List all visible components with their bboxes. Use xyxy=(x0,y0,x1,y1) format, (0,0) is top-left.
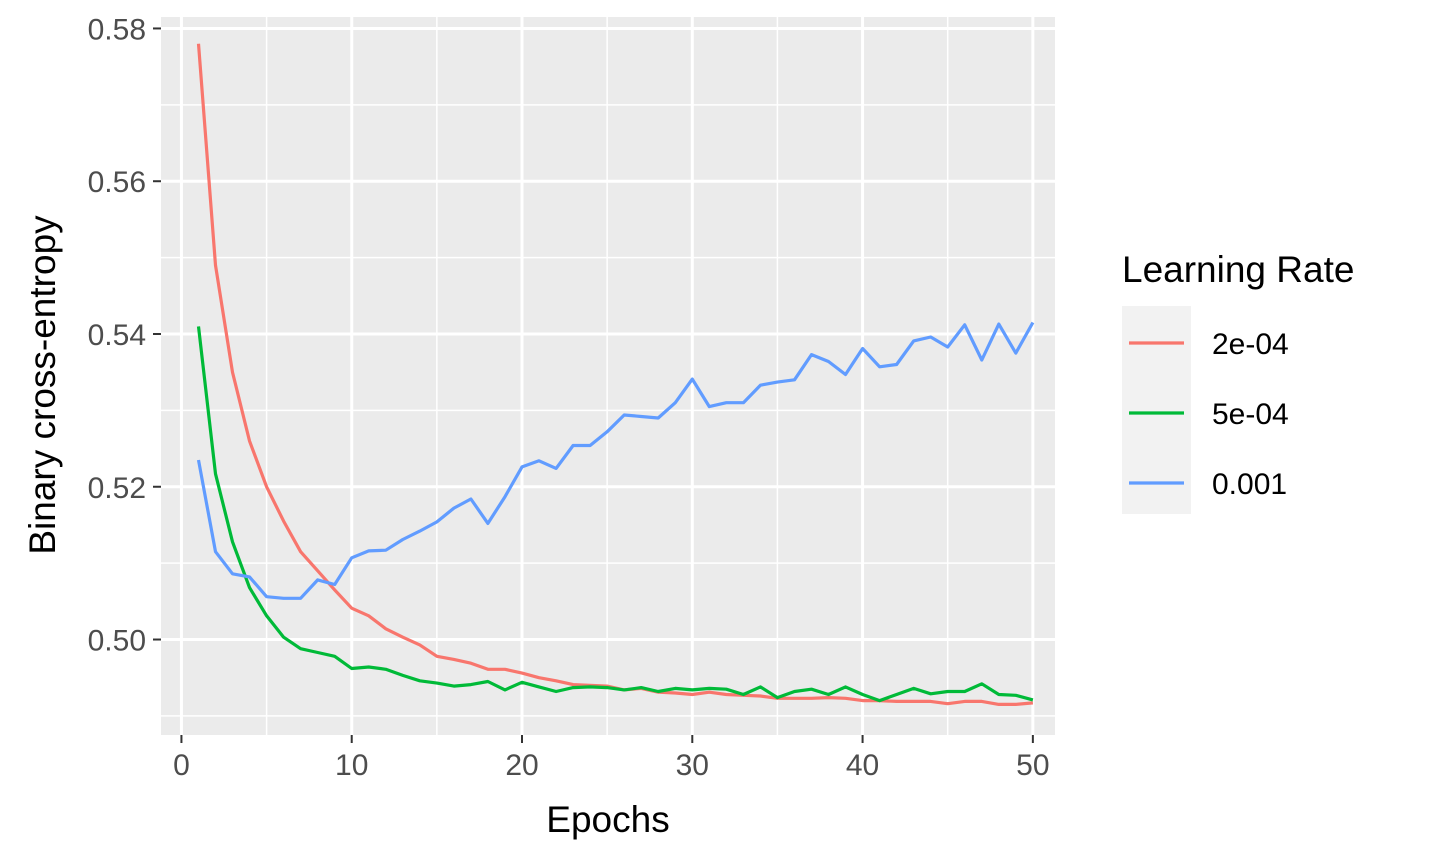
plot-panel xyxy=(161,17,1055,735)
legend-label: 0.001 xyxy=(1212,468,1287,501)
legend-label: 2e-04 xyxy=(1212,328,1289,361)
x-tick-label: 10 xyxy=(335,749,368,782)
tick-labels: 0 10 20 30 40 50 0.50 0.52 0.54 0.56 0.58 xyxy=(88,13,1050,782)
x-tick-label: 0 xyxy=(173,749,190,782)
y-tick-label: 0.52 xyxy=(88,472,146,505)
series-line-0.001 xyxy=(196,321,1035,600)
series-line-5e-04 xyxy=(196,326,1034,703)
x-tick-label: 20 xyxy=(505,749,538,782)
series-lines xyxy=(196,43,1035,707)
y-tick-label: 0.54 xyxy=(88,319,146,352)
legend-label: 5e-04 xyxy=(1212,398,1289,431)
y-tick-label: 0.56 xyxy=(88,166,146,199)
major-gridlines xyxy=(161,17,1055,735)
legend-title: Learning Rate xyxy=(1122,249,1354,290)
x-tick-label: 50 xyxy=(1016,749,1049,782)
legend-key-background xyxy=(1122,306,1191,514)
legend: Learning Rate 2e-04 5e-04 0.001 xyxy=(1122,249,1354,514)
y-tick-label: 0.58 xyxy=(88,13,146,46)
x-tick-label: 30 xyxy=(676,749,709,782)
y-axis-title: Binary cross-entropy xyxy=(22,215,63,555)
y-tick-label: 0.50 xyxy=(88,625,146,658)
axis-ticks xyxy=(153,27,1034,743)
x-axis-title: Epochs xyxy=(546,799,669,840)
x-tick-label: 40 xyxy=(846,749,879,782)
